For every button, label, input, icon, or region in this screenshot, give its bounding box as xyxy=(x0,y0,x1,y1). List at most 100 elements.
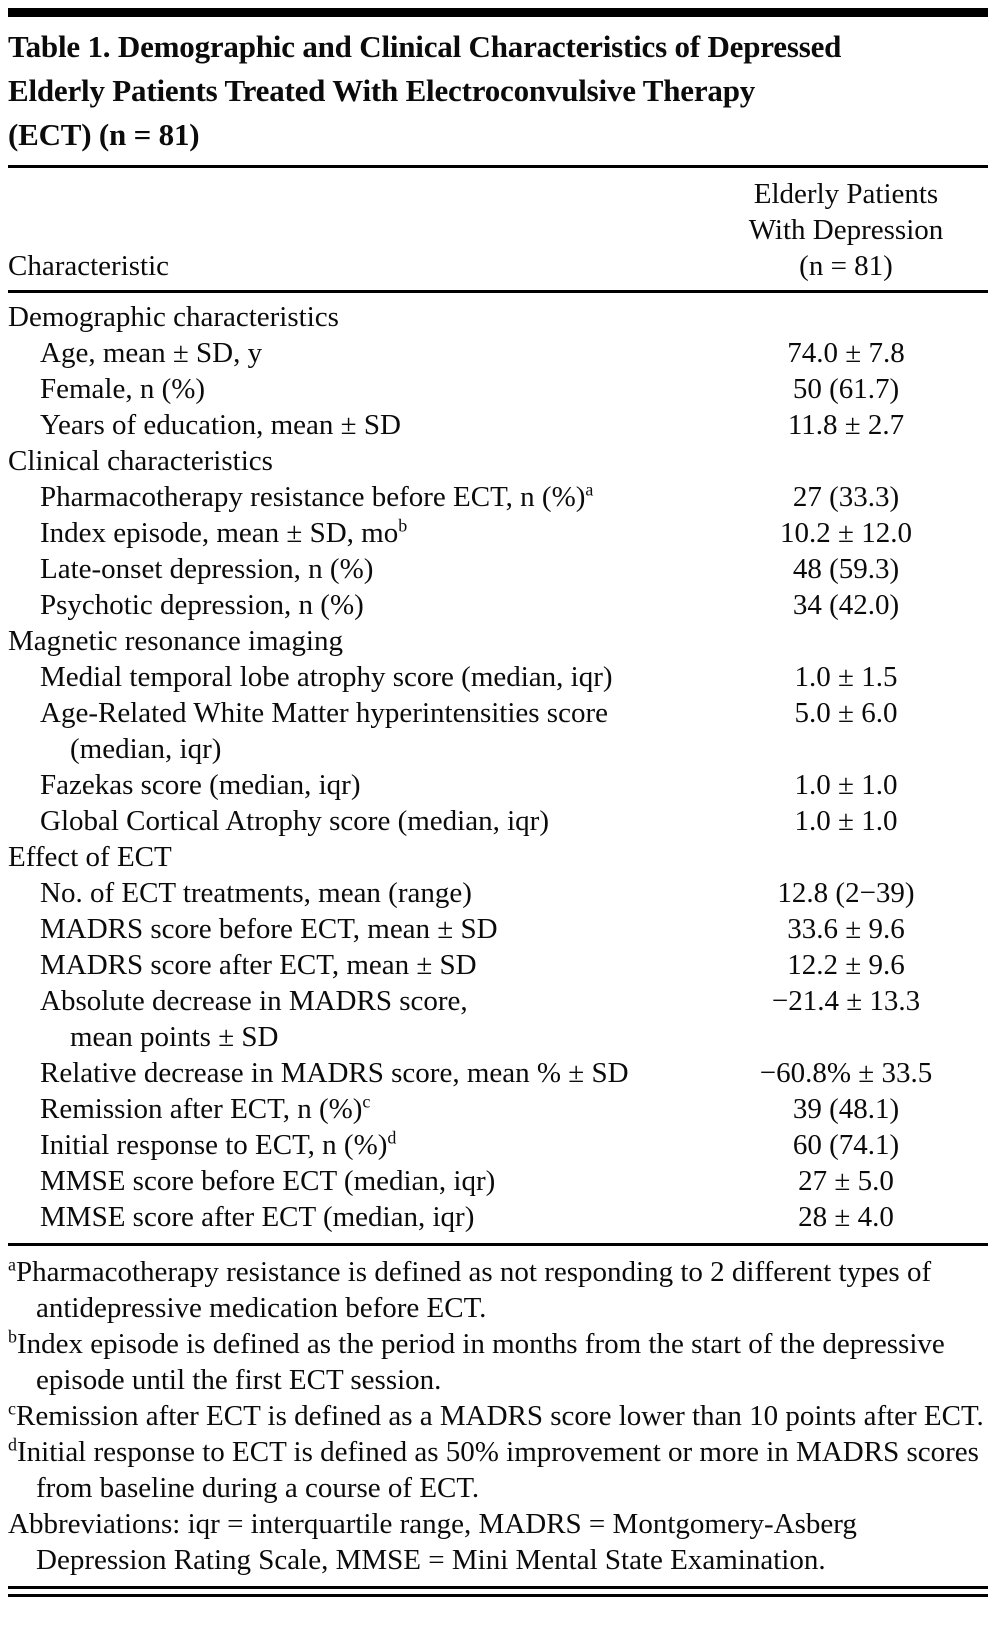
row-value: 28 ± 4.0 xyxy=(798,1201,894,1233)
row-label: Female, n (%) xyxy=(40,373,206,405)
table-title-line: Elderly Patients Treated With Electrocon… xyxy=(8,73,756,108)
row-label: Initial response to ECT, n (%)d xyxy=(40,1127,397,1161)
row-label: Global Cortical Atrophy score (median, i… xyxy=(40,805,549,837)
row-label: Demographic characteristics xyxy=(8,301,339,333)
row-value: 27 ± 5.0 xyxy=(798,1165,894,1197)
footnote-text: Remission after ECT is defined as a MADR… xyxy=(15,1400,984,1432)
table-row: Clinical characteristics xyxy=(8,443,988,479)
row-label-continuation: mean points ± SD xyxy=(70,1021,279,1053)
row-label: MMSE score before ECT (median, iqr) xyxy=(40,1165,496,1197)
footnotes-top-rule xyxy=(8,1243,988,1246)
row-value: 1.0 ± 1.0 xyxy=(794,805,898,837)
row-label: Medial temporal lobe atrophy score (medi… xyxy=(40,661,613,693)
table-row: Absolute decrease in MADRS score, mean po… xyxy=(8,983,988,1055)
column-header-patients: Elderly Patients With Depression (n = 81… xyxy=(730,176,962,284)
row-value: 27 (33.3) xyxy=(792,481,900,513)
table-row: No. of ECT treatments, mean (range) 12.8… xyxy=(8,875,988,911)
footnote-marker: b xyxy=(398,515,408,536)
table-row: Demographic characteristics xyxy=(8,299,988,335)
row-label: MADRS score before ECT, mean ± SD xyxy=(40,913,498,945)
footnote-text: Pharmacotherapy resistance is defined as… xyxy=(15,1256,932,1324)
table-row: Effect of ECT xyxy=(8,839,988,875)
row-label: Remission after ECT, n (%)c xyxy=(40,1091,371,1125)
table-body: Demographic characteristics Age, mean ± … xyxy=(8,293,988,1243)
table-row: Remission after ECT, n (%)c 39 (48.1) xyxy=(8,1091,988,1127)
table-row: Fazekas score (median, iqr) 1.0 ± 1.0 xyxy=(8,767,988,803)
footnote-marker: b xyxy=(8,1326,17,1347)
row-value: 1.0 ± 1.5 xyxy=(794,661,898,693)
table-top-rule xyxy=(8,8,988,17)
row-label: MMSE score after ECT (median, iqr) xyxy=(40,1201,475,1233)
table-bottom-rule xyxy=(8,1586,988,1597)
row-value: 50 (61.7) xyxy=(792,373,900,405)
row-label: Pharmacotherapy resistance before ECT, n… xyxy=(40,479,594,513)
table-row: MADRS score after ECT, mean ± SD 12.2 ± … xyxy=(8,947,988,983)
footnote-marker: c xyxy=(362,1091,371,1112)
row-value: 39 (48.1) xyxy=(792,1093,900,1125)
column-headers: Characteristic Elderly Patients With Dep… xyxy=(8,168,988,290)
row-value: 33.6 ± 9.6 xyxy=(787,913,905,945)
header-bottom-rule xyxy=(8,290,988,293)
row-value: 48 (59.3) xyxy=(792,553,900,585)
row-value: 12.2 ± 9.6 xyxy=(787,949,905,981)
header-top-rule xyxy=(8,165,988,168)
table-row: Relative decrease in MADRS score, mean %… xyxy=(8,1055,988,1091)
footnote-text: Index episode is defined as the period i… xyxy=(16,1328,945,1396)
footnote-marker: d xyxy=(8,1434,17,1455)
table-row: Medial temporal lobe atrophy score (medi… xyxy=(8,659,988,695)
row-label: Fazekas score (median, iqr) xyxy=(40,769,361,801)
footnote-text: Abbreviations: iqr = interquartile range… xyxy=(8,1508,857,1576)
footnote-marker: a xyxy=(585,479,594,500)
row-value: 12.8 (2−39) xyxy=(777,877,915,909)
table-row: Pharmacotherapy resistance before ECT, n… xyxy=(8,479,988,515)
footnote-marker: a xyxy=(8,1254,16,1275)
row-label: Magnetic resonance imaging xyxy=(8,625,343,657)
table-title: Table 1. Demographic and Clinical Charac… xyxy=(8,17,988,165)
row-label: Years of education, mean ± SD xyxy=(40,409,401,441)
footnote: aPharmacotherapy resistance is defined a… xyxy=(8,1254,988,1326)
table-row: Magnetic resonance imaging xyxy=(8,623,988,659)
row-value: −60.8% ± 33.5 xyxy=(759,1057,933,1089)
table-row: Age, mean ± SD, y 74.0 ± 7.8 xyxy=(8,335,988,371)
row-label-continuation: (median, iqr) xyxy=(70,733,222,765)
row-value: 11.8 ± 2.7 xyxy=(787,409,905,441)
footnotes: aPharmacotherapy resistance is defined a… xyxy=(8,1246,988,1586)
table-row: Initial response to ECT, n (%)d 60 (74.1… xyxy=(8,1127,988,1163)
row-label: Psychotic depression, n (%) xyxy=(40,589,364,621)
row-label: Age, mean ± SD, y xyxy=(40,337,263,369)
row-label: Clinical characteristics xyxy=(8,445,273,477)
column-header-patients-line: With Depression xyxy=(748,214,944,246)
table-title-line: (ECT) (n = 81) xyxy=(8,117,200,152)
table-row: Psychotic depression, n (%) 34 (42.0) xyxy=(8,587,988,623)
table-row: MADRS score before ECT, mean ± SD 33.6 ±… xyxy=(8,911,988,947)
row-label: Relative decrease in MADRS score, mean %… xyxy=(40,1057,629,1089)
table-row: Index episode, mean ± SD, mob 10.2 ± 12.… xyxy=(8,515,988,551)
footnote: dInitial response to ECT is defined as 5… xyxy=(8,1434,988,1506)
table-row: Global Cortical Atrophy score (median, i… xyxy=(8,803,988,839)
column-header-patients-line: Elderly Patients xyxy=(753,178,939,210)
row-value: 10.2 ± 12.0 xyxy=(780,517,912,549)
footnote-text: Initial response to ECT is defined as 50… xyxy=(16,1436,979,1504)
footnote: bIndex episode is defined as the period … xyxy=(8,1326,988,1398)
row-value: 60 (74.1) xyxy=(792,1129,900,1161)
table-row: Years of education, mean ± SD 11.8 ± 2.7 xyxy=(8,407,988,443)
row-value: 1.0 ± 1.0 xyxy=(794,769,898,801)
row-value: −21.4 ± 13.3 xyxy=(771,985,921,1017)
footnote-marker: d xyxy=(387,1127,397,1148)
table-row: Female, n (%) 50 (61.7) xyxy=(8,371,988,407)
row-value: 34 (42.0) xyxy=(792,589,900,621)
footnote: cRemission after ECT is defined as a MAD… xyxy=(8,1398,988,1434)
row-value: 5.0 ± 6.0 xyxy=(794,697,898,729)
row-label: Effect of ECT xyxy=(8,841,172,873)
column-header-characteristic: Characteristic xyxy=(8,250,170,282)
row-label: Index episode, mean ± SD, mob xyxy=(40,515,408,549)
row-label: MADRS score after ECT, mean ± SD xyxy=(40,949,477,981)
table-row: MMSE score before ECT (median, iqr) 27 ±… xyxy=(8,1163,988,1199)
table-title-line: Table 1. Demographic and Clinical Charac… xyxy=(8,29,842,64)
row-label: Late-onset depression, n (%) xyxy=(40,553,374,585)
table-row: Age-Related White Matter hyperintensitie… xyxy=(8,695,988,767)
row-label: Age-Related White Matter hyperintensitie… xyxy=(8,695,730,767)
row-label: No. of ECT treatments, mean (range) xyxy=(40,877,472,909)
table-row: MMSE score after ECT (median, iqr) 28 ± … xyxy=(8,1199,988,1235)
